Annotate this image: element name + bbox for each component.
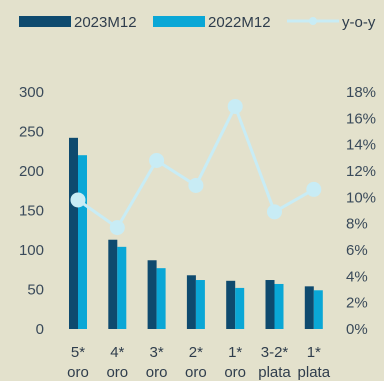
left-tick-label: 300 bbox=[19, 84, 44, 101]
left-tick-label: 200 bbox=[19, 163, 44, 180]
legend-marker-yoy bbox=[309, 17, 317, 25]
bar-2023M12-5 bbox=[265, 280, 275, 329]
yoy-point-3 bbox=[188, 177, 204, 193]
bar-2022M12-2 bbox=[156, 268, 166, 329]
category-label: 3-2* bbox=[261, 344, 289, 361]
yoy-line bbox=[70, 98, 322, 236]
yoy-point-5 bbox=[267, 204, 282, 220]
right-tick-label: 6% bbox=[346, 242, 368, 259]
legend-label-2023M12: 2023M12 bbox=[74, 14, 137, 31]
right-tick-label: 12% bbox=[346, 163, 376, 180]
left-tick-label: 250 bbox=[19, 124, 44, 141]
yoy-point-1 bbox=[109, 220, 125, 236]
right-axis: 0% 2% 4% 6% 8% 10% 12% 14% 16% 18% bbox=[346, 84, 376, 338]
category-sublabel: oro bbox=[67, 364, 89, 381]
category-label: 4* bbox=[110, 344, 124, 361]
bar-2022M12-3 bbox=[195, 280, 205, 329]
yoy-point-2 bbox=[149, 152, 165, 168]
legend-swatch-2022M12 bbox=[153, 16, 205, 27]
bar-2022M12-1 bbox=[117, 246, 127, 329]
bar-2023M12-0 bbox=[69, 137, 78, 329]
right-tick-label: 0% bbox=[346, 321, 368, 338]
bar-2022M12-6 bbox=[313, 290, 323, 329]
yoy-point-0 bbox=[70, 192, 86, 208]
category-label: 1* bbox=[228, 344, 242, 361]
category-sublabel: plata bbox=[298, 364, 331, 381]
category-label: 2* bbox=[189, 344, 203, 361]
bar-2023M12-4 bbox=[226, 280, 236, 329]
category-sublabel: plata bbox=[258, 364, 291, 381]
category-sublabel: oro bbox=[106, 364, 128, 381]
left-axis: 0 50 100 150 200 250 300 bbox=[19, 84, 44, 338]
legend-label-yoy: y-o-y bbox=[342, 14, 376, 31]
category-label: 3* bbox=[150, 344, 164, 361]
category-sublabel: oro bbox=[146, 364, 168, 381]
right-tick-label: 8% bbox=[346, 216, 368, 233]
right-tick-label: 4% bbox=[346, 268, 368, 285]
yoy-point-4 bbox=[227, 98, 243, 114]
category-label: 1* bbox=[307, 344, 321, 361]
legend: 2023M12 2022M12 y-o-y bbox=[19, 14, 376, 31]
bar-2022M12-5 bbox=[274, 283, 284, 329]
left-tick-label: 50 bbox=[27, 282, 44, 299]
right-tick-label: 16% bbox=[346, 110, 376, 127]
right-tick-label: 14% bbox=[346, 137, 376, 154]
category-sublabel: oro bbox=[224, 364, 246, 381]
right-tick-label: 2% bbox=[346, 295, 368, 312]
bar-2023M12-6 bbox=[304, 286, 314, 329]
legend-label-2022M12: 2022M12 bbox=[208, 14, 271, 31]
bar-2022M12-0 bbox=[78, 155, 87, 329]
category-axis: 5* oro 4* oro 3* oro 2* oro 1* oro 3-2* plata 1* plat… bbox=[67, 344, 331, 381]
bar-2023M12-2 bbox=[147, 260, 157, 329]
left-tick-label: 100 bbox=[19, 242, 44, 259]
left-tick-label: 150 bbox=[19, 203, 44, 220]
category-label: 5* bbox=[71, 344, 85, 361]
right-tick-label: 10% bbox=[346, 189, 376, 206]
bar-2022M12-4 bbox=[235, 287, 245, 329]
right-tick-label: 18% bbox=[346, 84, 376, 101]
bars bbox=[69, 137, 323, 329]
left-tick-label: 0 bbox=[36, 321, 44, 338]
bar-2023M12-3 bbox=[186, 275, 196, 329]
bar-2023M12-1 bbox=[108, 239, 118, 329]
legend-swatch-2023M12 bbox=[19, 16, 71, 27]
category-sublabel: oro bbox=[185, 364, 207, 381]
yoy-point-6 bbox=[306, 181, 322, 197]
